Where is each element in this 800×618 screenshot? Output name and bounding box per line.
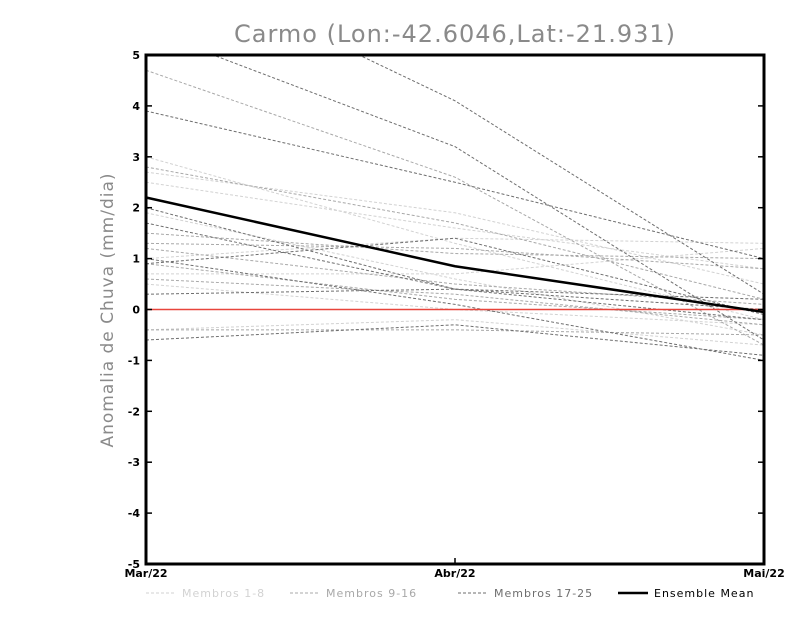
- ensemble-mean-layer: [145, 196, 765, 314]
- member-line-13: [146, 278, 764, 326]
- y-axis: -5 -4 -3 -2 -1 0 1 2 3 4 5: [128, 49, 764, 571]
- y-tick-label: 4: [132, 100, 140, 113]
- member-line-14: [146, 263, 764, 321]
- legend-label: Ensemble Mean: [654, 587, 754, 600]
- member-line-25: [146, 258, 764, 361]
- chart-title: Carmo (Lon:-42.6046,Lat:-21.931): [234, 20, 676, 48]
- y-tick-label: -5: [128, 558, 140, 571]
- member-line-22: [146, 288, 764, 310]
- x-tick-label: Mar/22: [124, 567, 167, 580]
- y-tick-label: -4: [128, 507, 141, 520]
- member-line-17: [211, 55, 764, 341]
- y-tick-label: -2: [128, 405, 140, 418]
- y-tick-label: -1: [128, 354, 140, 367]
- member-line-8: [146, 319, 764, 346]
- member-line-20: [146, 207, 764, 300]
- legend-label: Membros 1-8: [182, 587, 265, 600]
- x-tick-label: Abr/22: [434, 567, 475, 580]
- member-line-24: [146, 237, 764, 316]
- member-line-4: [146, 181, 764, 270]
- y-axis-label: Anomalia de Chuva (mm/dia): [98, 172, 118, 447]
- member-line-19: [146, 110, 764, 260]
- member-line-11: [146, 232, 764, 260]
- member-line-15: [146, 329, 764, 336]
- member-line-18: [357, 55, 764, 295]
- legend-label: Membros 9-16: [326, 587, 417, 600]
- legend-label: Membros 17-25: [494, 587, 593, 600]
- y-tick-label: 0: [132, 304, 140, 317]
- member-line-9: [146, 69, 764, 346]
- y-tick-label: -3: [128, 456, 140, 469]
- y-tick-label: 3: [132, 151, 140, 164]
- member-line-10: [146, 166, 764, 300]
- member-line-2: [146, 237, 764, 260]
- member-line-23: [146, 324, 764, 356]
- member-line-3: [146, 171, 764, 285]
- member-line-21: [146, 222, 764, 321]
- legend: Membros 1-8 Membros 9-16 Membros 17-25 Ense…: [146, 587, 754, 600]
- member-line-12: [146, 242, 764, 270]
- ensemble-mean-line: [145, 196, 765, 314]
- member-line-5: [146, 156, 764, 321]
- y-tick-label: 5: [132, 49, 140, 62]
- x-tick-label: Mai/22: [743, 567, 784, 580]
- y-tick-label: 2: [132, 202, 140, 215]
- x-axis: Mar/22 Abr/22 Mai/22: [124, 558, 785, 580]
- y-tick-label: 1: [132, 253, 140, 266]
